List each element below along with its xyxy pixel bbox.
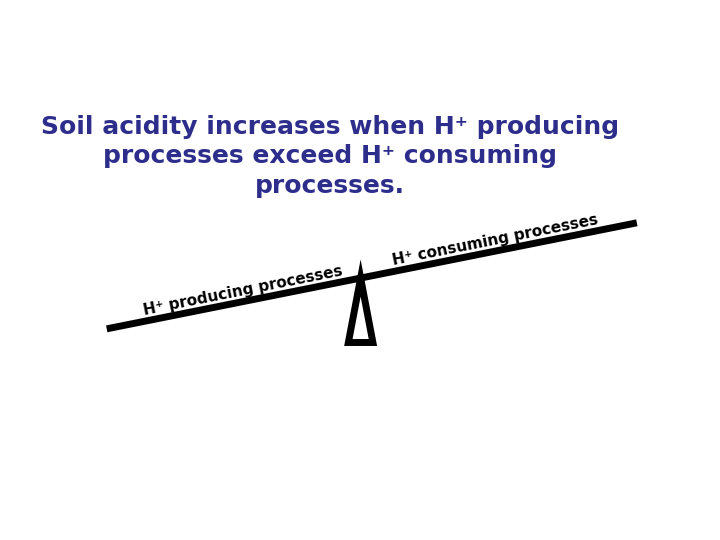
Polygon shape	[348, 278, 373, 342]
Text: H⁺ producing processes: H⁺ producing processes	[142, 264, 344, 318]
Text: H⁺ consuming processes: H⁺ consuming processes	[391, 212, 599, 268]
Text: Soil acidity increases when H⁺ producing
processes exceed H⁺ consuming
processes: Soil acidity increases when H⁺ producing…	[41, 114, 619, 198]
